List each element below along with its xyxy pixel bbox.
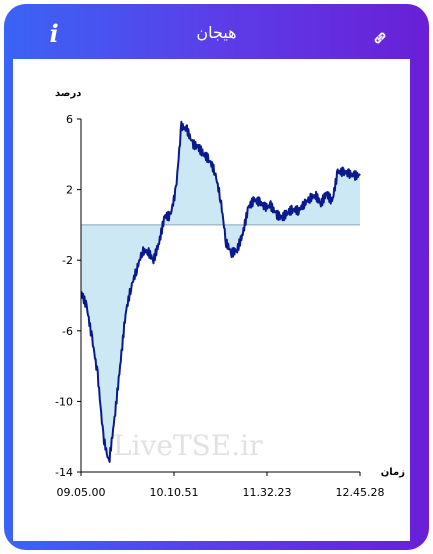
x-tick-label: 10.10.51: [150, 486, 199, 499]
app-frame: i هیجان LiveTSE.ir 6 2 -2 -6 -10 -14 09.05.00…: [4, 4, 429, 550]
chart-panel: LiveTSE.ir 6 2 -2 -6 -10 -14 09.05.00 10.10.51…: [13, 59, 410, 541]
x-tick-label: 11.32.23: [243, 486, 292, 499]
x-axis-label: زمان: [381, 467, 405, 478]
page-title: هیجان: [196, 23, 237, 42]
area-fill: [81, 121, 360, 462]
y-tick-label: -6: [62, 325, 73, 338]
y-tick-label: -2: [62, 254, 73, 267]
y-tick-label: -10: [55, 395, 73, 408]
y-axis-label: درصد: [55, 88, 81, 99]
series-line: [80, 120, 361, 463]
link-icon[interactable]: [371, 29, 389, 47]
watermark: LiveTSE.ir: [113, 429, 263, 462]
x-tick-label: 09.05.00: [57, 486, 106, 499]
y-axis: 6 2 -2 -6 -10 -14: [55, 113, 82, 479]
y-tick-label: -14: [55, 466, 73, 479]
x-axis: 09.05.00 10.10.51 11.32.23 12.45.28: [57, 471, 385, 499]
header: i هیجان: [4, 4, 429, 62]
y-tick-label: 6: [66, 113, 73, 126]
y-tick-label: 2: [66, 184, 73, 197]
x-tick-label: 12.45.28: [336, 486, 385, 499]
chart: LiveTSE.ir 6 2 -2 -6 -10 -14 09.05.00 10.10.51…: [55, 88, 405, 499]
info-icon[interactable]: i: [49, 19, 59, 48]
